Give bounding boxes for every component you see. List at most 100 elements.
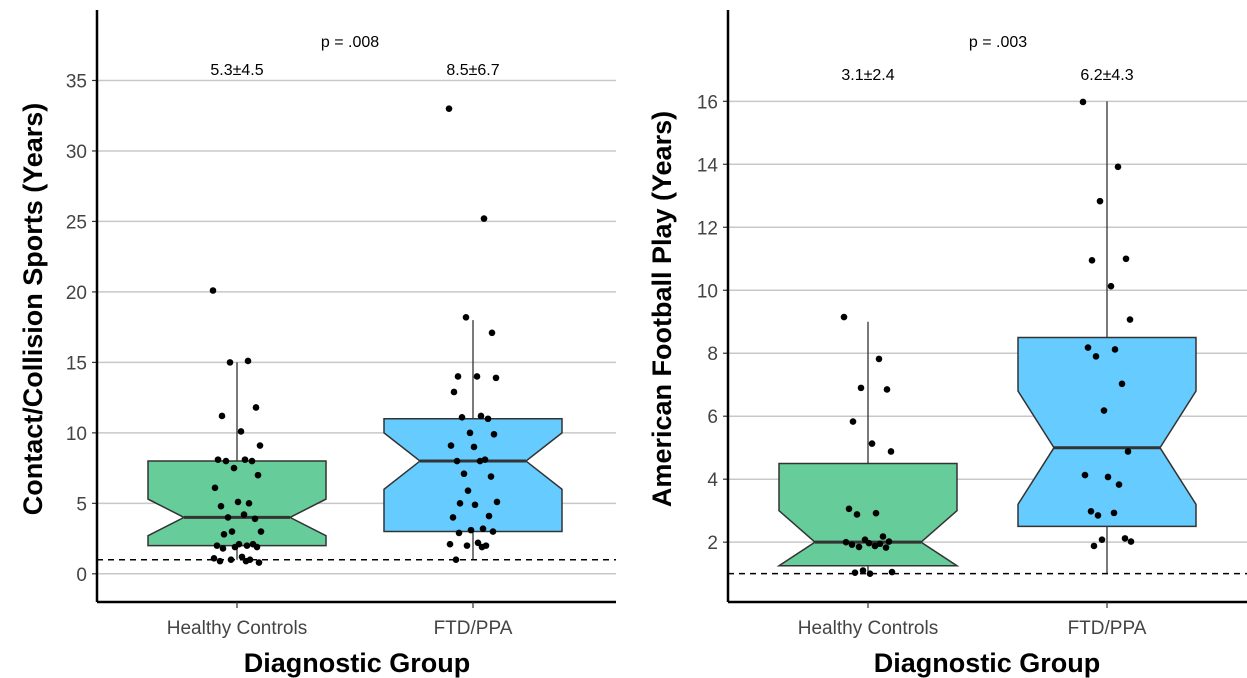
y-axis-label: American Football Play (Years) [647,111,677,507]
data-point [1111,346,1119,353]
data-point [450,388,458,396]
data-point [447,442,455,449]
data-point [489,528,497,535]
x-tick-label: FTD/PPA [1068,618,1147,639]
x-axis-label: Diagnostic Group [874,648,1101,678]
data-point [1090,542,1098,550]
data-point [1104,473,1112,481]
data-point [470,443,478,451]
data-point [490,430,498,438]
data-point [238,553,246,561]
y-tick-label: 20 [66,283,87,304]
y-tick-label: 14 [697,155,719,176]
data-point [241,456,249,463]
data-point [1118,380,1126,388]
data-point [227,556,235,564]
data-point [879,533,887,540]
data-point [485,512,493,520]
data-point [888,568,896,576]
data-point [211,484,219,492]
data-point [453,457,461,465]
data-point [226,359,234,366]
data-point [887,448,895,455]
data-point [217,502,225,510]
data-point [242,557,250,565]
data-point [455,529,463,537]
data-point [1110,509,1118,517]
data-point [1084,344,1092,351]
data-point [253,543,261,551]
data-point [1126,316,1134,323]
data-point [255,559,263,566]
data-point [1088,257,1096,264]
data-point [244,357,252,365]
data-point [216,557,224,565]
y-tick-label: 16 [697,92,718,113]
data-point [882,544,890,551]
data-point [883,386,891,393]
group-stat-label: 6.2±4.3 [1080,67,1133,84]
data-point [1081,471,1089,479]
y-tick-label: 5 [76,494,87,515]
data-point [467,526,475,534]
panel-contact-collision: Contact/Collision Sports (Years) Diagnos… [18,10,616,678]
x-tick-label: Healthy Controls [167,618,307,639]
data-point [1127,538,1135,545]
data-point [231,543,239,551]
data-point [851,569,859,577]
x-tick-label: Healthy Controls [798,618,938,639]
data-point [256,442,264,449]
data-point [252,404,260,411]
data-point [1079,98,1087,106]
data-point [245,500,253,507]
data-point [458,414,466,421]
data-point [480,215,488,222]
data-point [251,515,259,523]
p-value-label: p = .008 [321,34,379,51]
group-stat-label: 3.1±2.4 [841,67,894,84]
x-axis-label: Diagnostic Group [244,648,471,678]
y-tick-label: 2 [707,533,718,554]
p-value-label: p = .003 [969,34,1027,51]
group-stat-label: 5.3±4.5 [210,62,263,79]
data-point [885,538,893,545]
data-point [1115,481,1123,488]
data-point [1098,536,1106,543]
data-point [464,487,472,494]
data-point [228,528,236,535]
y-tick-label: 30 [66,142,87,163]
data-point [456,500,464,507]
data-point [488,329,496,337]
data-point [454,373,462,380]
box-healthy-controls [776,462,960,567]
data-point [857,384,865,392]
panel-american-football: American Football Play (Years) Diagnosti… [647,10,1247,678]
data-point [1087,508,1095,515]
data-point [845,505,853,513]
x-tick-label: FTD/PPA [434,618,513,639]
data-point [1107,282,1115,290]
data-point [493,498,501,506]
data-point [254,471,262,479]
y-tick-label: 0 [76,565,87,586]
data-point [452,556,460,564]
data-point [1094,512,1102,519]
data-point [248,457,256,465]
data-point [209,287,217,294]
box-ftd-ppa [1017,336,1197,528]
data-point [1121,535,1129,542]
data-point [481,456,489,463]
data-point [257,528,265,535]
data-point [479,525,487,533]
data-point [210,555,218,562]
y-tick-label: 15 [66,353,87,374]
data-point [853,511,861,518]
y-tick-label: 6 [707,407,718,428]
data-point [234,498,242,506]
data-point [478,543,486,551]
data-point [219,545,227,552]
data-point [243,542,251,549]
y-tick-label: 35 [66,71,87,92]
y-tick-label: 10 [66,424,87,445]
